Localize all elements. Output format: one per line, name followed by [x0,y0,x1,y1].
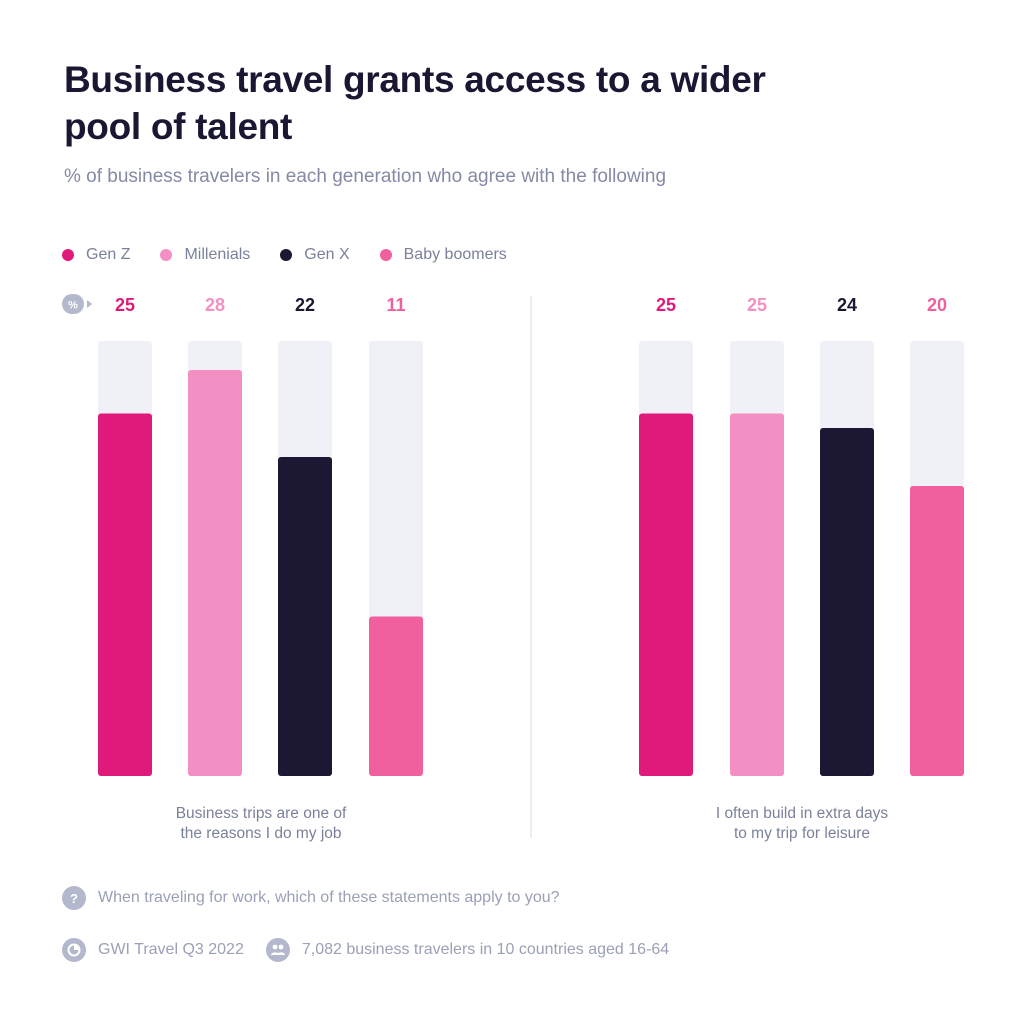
bar-baby-boomers [369,616,423,776]
value-label-baby-boomers: 11 [386,295,405,315]
legend-dot-baby-boomers [379,249,392,261]
people-icon [265,938,290,962]
bar-millenials [730,413,784,776]
bar-gen-z [98,413,152,776]
value-label-millenials: 28 [205,295,225,315]
legend-item-gen-x: Gen X [280,246,350,264]
legend-item-millenials: Millenials [160,246,250,264]
bar-chart: % 25 28 22 11 Business trips are one of the re… [62,294,964,842]
bar-gen-x [278,457,332,776]
chart-subtitle: % of business travelers in each generati… [64,166,667,187]
group-label-line: the reasons I do my job [180,825,341,842]
legend-dot-gen-z [62,249,74,261]
legend-label: Baby boomers [403,246,507,263]
legend: Gen Z Millenials Gen X Baby boomers [62,244,537,266]
gwi-logo-icon [62,938,86,962]
source-row: GWI Travel Q3 2022 7,082 business travel… [62,938,669,962]
group-label-line: to my trip for leisure [734,825,870,842]
bar-gen-x [820,428,874,776]
question-row: ? When traveling for work, which of thes… [62,886,560,910]
value-label-gen-x: 22 [295,295,315,315]
chart-title: Business travel grants access to a wider… [64,59,766,147]
percent-badge [62,294,84,314]
bar-millenials [188,370,242,776]
value-label-millenials: 25 [747,295,767,315]
legend-label: Gen X [304,246,350,263]
sample-description: 7,082 business travelers in 10 countries… [301,941,670,958]
value-label-gen-z: 25 [115,295,135,315]
legend-dot-gen-x [280,249,293,261]
legend-label: Gen Z [86,246,131,263]
group-label-line: Business trips are one of [176,805,347,822]
bar-gen-z [639,413,693,776]
percent-badge-label: % [68,300,78,312]
percent-badge-arrow-icon [87,300,92,308]
value-label-baby-boomers: 20 [927,295,947,315]
question-icon: ? [62,886,86,910]
group-label-line: I often build in extra days [716,805,889,822]
value-label-gen-z: 25 [656,295,676,315]
legend-dot-millenials [160,249,173,261]
legend-item-gen-z: Gen Z [62,246,130,264]
legend-item-baby-boomers: Baby boomers [379,246,507,264]
value-label-gen-x: 24 [837,295,857,315]
survey-question: When traveling for work, which of these … [98,889,560,906]
data-source: GWI Travel Q3 2022 [98,941,244,958]
bar-baby-boomers [910,486,964,776]
legend-label: Millenials [184,246,251,263]
